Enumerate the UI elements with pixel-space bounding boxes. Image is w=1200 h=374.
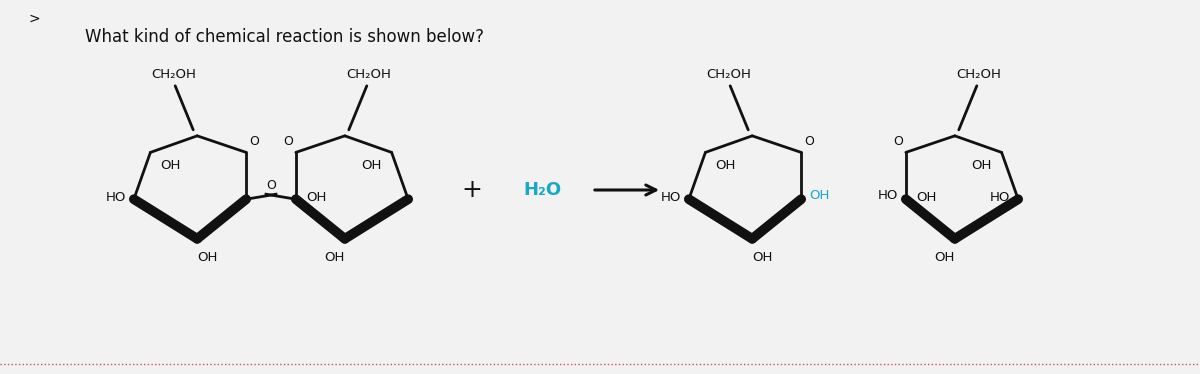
Text: What kind of chemical reaction is shown below?: What kind of chemical reaction is shown … <box>85 28 484 46</box>
Text: OH: OH <box>935 251 955 264</box>
Text: HO: HO <box>106 191 126 204</box>
Text: O: O <box>283 135 293 148</box>
Text: HO: HO <box>990 191 1010 204</box>
Text: O: O <box>893 135 902 148</box>
Text: >: > <box>28 12 40 26</box>
Text: OH: OH <box>325 251 344 264</box>
Text: OH: OH <box>752 251 773 264</box>
Text: CH₂OH: CH₂OH <box>706 68 751 81</box>
Text: CH₂OH: CH₂OH <box>347 68 391 81</box>
Text: OH: OH <box>197 251 217 264</box>
Text: O: O <box>804 135 814 148</box>
Text: O: O <box>250 135 259 148</box>
Text: OH: OH <box>306 191 326 204</box>
Text: CH₂OH: CH₂OH <box>956 68 1001 81</box>
Text: O: O <box>266 179 276 192</box>
Text: +: + <box>462 178 482 202</box>
Text: OH: OH <box>916 191 936 204</box>
Text: OH: OH <box>361 159 382 172</box>
Text: OH: OH <box>971 159 991 172</box>
Text: CH₂OH: CH₂OH <box>151 68 196 81</box>
Text: OH: OH <box>715 159 736 172</box>
Text: OH: OH <box>809 189 829 202</box>
Text: HO: HO <box>877 189 898 202</box>
Text: HO: HO <box>660 191 680 204</box>
Text: OH: OH <box>161 159 181 172</box>
Text: H₂O: H₂O <box>523 181 562 199</box>
